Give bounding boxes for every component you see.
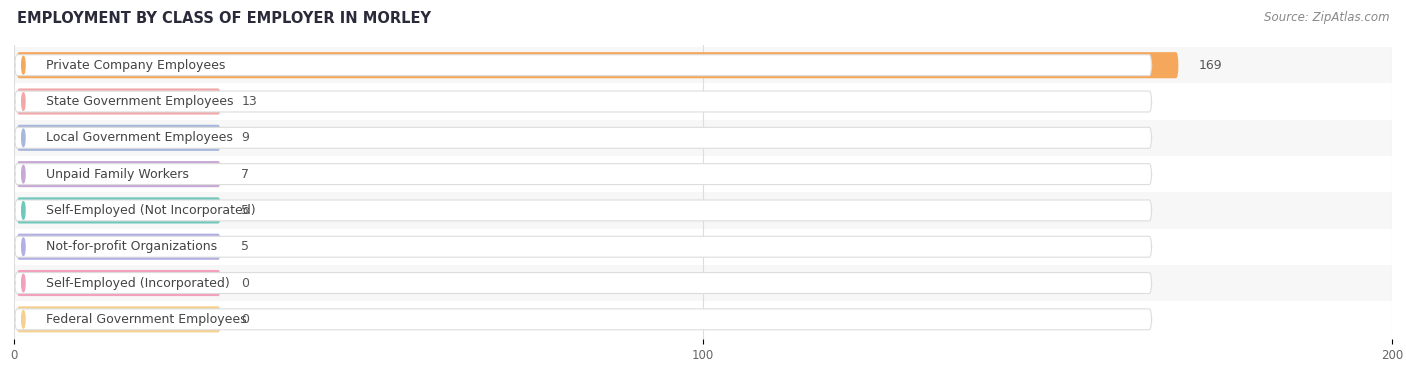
FancyBboxPatch shape: [15, 127, 1152, 148]
Text: Source: ZipAtlas.com: Source: ZipAtlas.com: [1264, 11, 1389, 24]
Text: Self-Employed (Incorporated): Self-Employed (Incorporated): [46, 276, 229, 290]
Bar: [14, 265, 1392, 301]
Text: State Government Employees: State Government Employees: [46, 95, 233, 108]
Bar: [14, 156, 1392, 192]
Text: Self-Employed (Not Incorporated): Self-Employed (Not Incorporated): [46, 204, 256, 217]
Circle shape: [21, 311, 25, 328]
Bar: [14, 47, 1392, 83]
Bar: [14, 228, 1392, 265]
Bar: [14, 192, 1392, 228]
FancyBboxPatch shape: [15, 273, 1152, 293]
Text: 169: 169: [1199, 59, 1223, 72]
FancyBboxPatch shape: [17, 52, 1178, 78]
Text: Federal Government Employees: Federal Government Employees: [46, 313, 246, 326]
Bar: [14, 301, 1392, 337]
Text: Unpaid Family Workers: Unpaid Family Workers: [46, 168, 188, 181]
FancyBboxPatch shape: [17, 161, 221, 187]
Circle shape: [21, 238, 25, 256]
Circle shape: [21, 274, 25, 292]
FancyBboxPatch shape: [15, 309, 1152, 330]
Text: EMPLOYMENT BY CLASS OF EMPLOYER IN MORLEY: EMPLOYMENT BY CLASS OF EMPLOYER IN MORLE…: [17, 11, 430, 26]
FancyBboxPatch shape: [17, 125, 221, 151]
FancyBboxPatch shape: [17, 306, 221, 333]
Text: 13: 13: [242, 95, 257, 108]
Text: 0: 0: [242, 313, 249, 326]
Text: 0: 0: [242, 276, 249, 290]
FancyBboxPatch shape: [15, 91, 1152, 112]
FancyBboxPatch shape: [17, 270, 221, 296]
Circle shape: [21, 57, 25, 74]
FancyBboxPatch shape: [15, 236, 1152, 257]
Circle shape: [21, 166, 25, 183]
FancyBboxPatch shape: [17, 197, 221, 224]
Bar: [14, 83, 1392, 120]
FancyBboxPatch shape: [15, 200, 1152, 221]
Circle shape: [21, 202, 25, 219]
FancyBboxPatch shape: [15, 55, 1152, 76]
Text: 5: 5: [242, 204, 249, 217]
Circle shape: [21, 93, 25, 110]
FancyBboxPatch shape: [15, 164, 1152, 185]
Text: Private Company Employees: Private Company Employees: [46, 59, 225, 72]
Circle shape: [21, 129, 25, 147]
FancyBboxPatch shape: [17, 234, 221, 260]
Text: 7: 7: [242, 168, 249, 181]
Bar: [14, 120, 1392, 156]
Text: Not-for-profit Organizations: Not-for-profit Organizations: [46, 240, 217, 253]
FancyBboxPatch shape: [17, 89, 221, 115]
Text: 9: 9: [242, 131, 249, 144]
Text: Local Government Employees: Local Government Employees: [46, 131, 232, 144]
Text: 5: 5: [242, 240, 249, 253]
